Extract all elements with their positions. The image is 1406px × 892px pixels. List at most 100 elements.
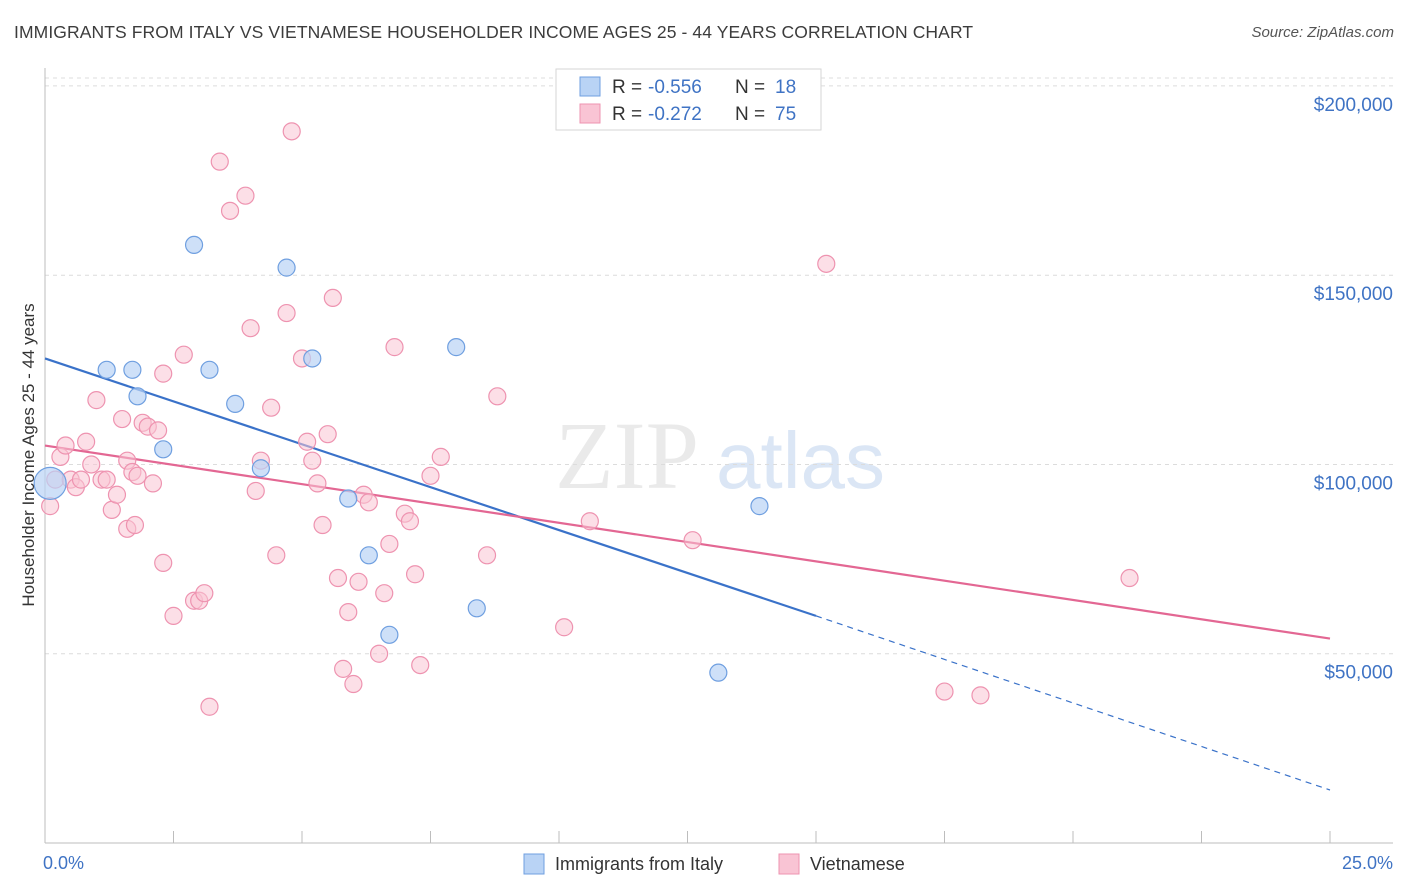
data-point-vietnamese [375,584,394,603]
y-tick-label: $150,000 [1314,284,1393,305]
data-point-italy [447,338,466,357]
trend-line-italy-extension [815,615,1331,791]
data-point-vietnamese [405,565,425,584]
legend-r-value-italy: -0.556 [648,77,702,98]
data-point-vietnamese [128,466,147,485]
data-point-vietnamese [935,682,954,701]
data-point-vietnamese [174,345,193,364]
data-point-italy [154,440,173,459]
data-point-italy [709,663,728,682]
data-point-vietnamese [241,319,260,338]
series-legend-swatch-vietnamese [778,853,800,875]
data-point-vietnamese [477,546,497,565]
data-point-vietnamese [411,655,430,675]
legend-n-value-italy: 18 [775,77,796,98]
data-point-italy [226,394,245,413]
legend-n-label-vietnamese: N = [735,104,765,125]
legend-swatch-vietnamese [579,103,601,124]
data-point-vietnamese [195,584,214,603]
axes [44,68,1393,844]
data-point-vietnamese [370,644,389,663]
data-point-vietnamese [344,674,363,694]
data-point-vietnamese [107,485,127,504]
x-tick-label-min: 0.0% [43,853,84,873]
data-point-vietnamese [77,432,96,451]
data-point-vietnamese [236,186,255,205]
series-legend-label-vietnamese: Vietnamese [810,854,905,874]
data-point-italy [97,360,116,379]
data-point-vietnamese [97,470,116,489]
legend-swatch-italy [579,76,601,97]
y-tick-label: $200,000 [1314,95,1393,116]
data-point-vietnamese [359,493,378,512]
data-point-italy [184,235,204,255]
data-point-vietnamese [148,421,168,440]
data-point-vietnamese [82,455,101,474]
data-point-vietnamese [282,122,301,141]
data-point-vietnamese [200,697,219,716]
data-point-vietnamese [431,447,450,466]
legend-n-value-vietnamese: 75 [775,104,796,125]
data-point-vietnamese [298,432,317,451]
legend-r-label-vietnamese: R = [612,104,642,125]
source-label: Source: ZipAtlas.com [1251,24,1394,41]
data-point-vietnamese [313,515,332,535]
legend-n-label-italy: N = [735,77,765,98]
data-point-italy [33,466,67,500]
y-tick-labels: $50,000 $100,000 $150,000 $200,000 [1314,95,1393,684]
data-point-vietnamese [339,602,358,622]
data-point-italy [359,546,378,565]
data-point-italy [303,349,322,368]
legend-r-label-italy: R = [612,77,642,98]
data-point-italy [200,360,219,379]
data-point-italy [467,599,486,618]
x-ticks [44,831,1331,843]
y-tick-label: $100,000 [1314,473,1393,494]
x-tick-label-max: 25.0% [1342,853,1393,873]
data-point-vietnamese [334,659,353,678]
data-point-italy [128,387,147,406]
data-point-vietnamese [308,474,327,493]
data-point-vietnamese [817,254,836,273]
data-point-vietnamese [87,391,106,410]
watermark-zip: ZIP [555,402,699,509]
data-point-vietnamese [56,436,75,455]
data-point-vietnamese [580,512,599,531]
data-point-vietnamese [154,553,173,572]
data-point-vietnamese [323,288,342,308]
data-point-vietnamese [400,512,420,531]
legend-r-value-vietnamese: -0.272 [648,104,702,125]
data-point-italy [380,625,399,644]
data-point-vietnamese [262,398,281,417]
data-point-vietnamese [971,686,990,705]
stats-legend: R = -0.556 N = 18 R = -0.272 N = 75 [555,68,822,131]
data-point-vietnamese [328,568,348,588]
data-point-vietnamese [277,303,296,323]
data-point-vietnamese [220,201,240,220]
trend-line-italy [44,357,817,617]
data-point-vietnamese [41,497,60,516]
series-legend: Immigrants from Italy Vietnamese [523,853,905,875]
data-point-vietnamese [303,451,322,470]
data-point-vietnamese [380,534,399,554]
data-point-vietnamese [102,500,121,519]
data-point-vietnamese [488,387,507,406]
data-point-vietnamese [143,474,163,493]
data-point-vietnamese [71,470,91,489]
y-axis-title: Householder Income Ages 25 - 44 years [19,303,38,606]
data-point-vietnamese [318,425,337,444]
series-legend-label-italy: Immigrants from Italy [555,854,723,874]
data-point-vietnamese [349,572,368,591]
data-point-italy [277,258,296,277]
gridlines [45,77,1393,655]
data-point-italy [750,497,769,516]
data-points [33,122,1139,716]
data-point-vietnamese [267,546,286,565]
data-point-vietnamese [210,152,229,171]
data-point-vietnamese [125,515,145,535]
data-point-italy [251,459,270,478]
data-point-vietnamese [555,618,574,637]
data-point-vietnamese [154,364,173,383]
y-tick-label: $50,000 [1324,663,1393,684]
